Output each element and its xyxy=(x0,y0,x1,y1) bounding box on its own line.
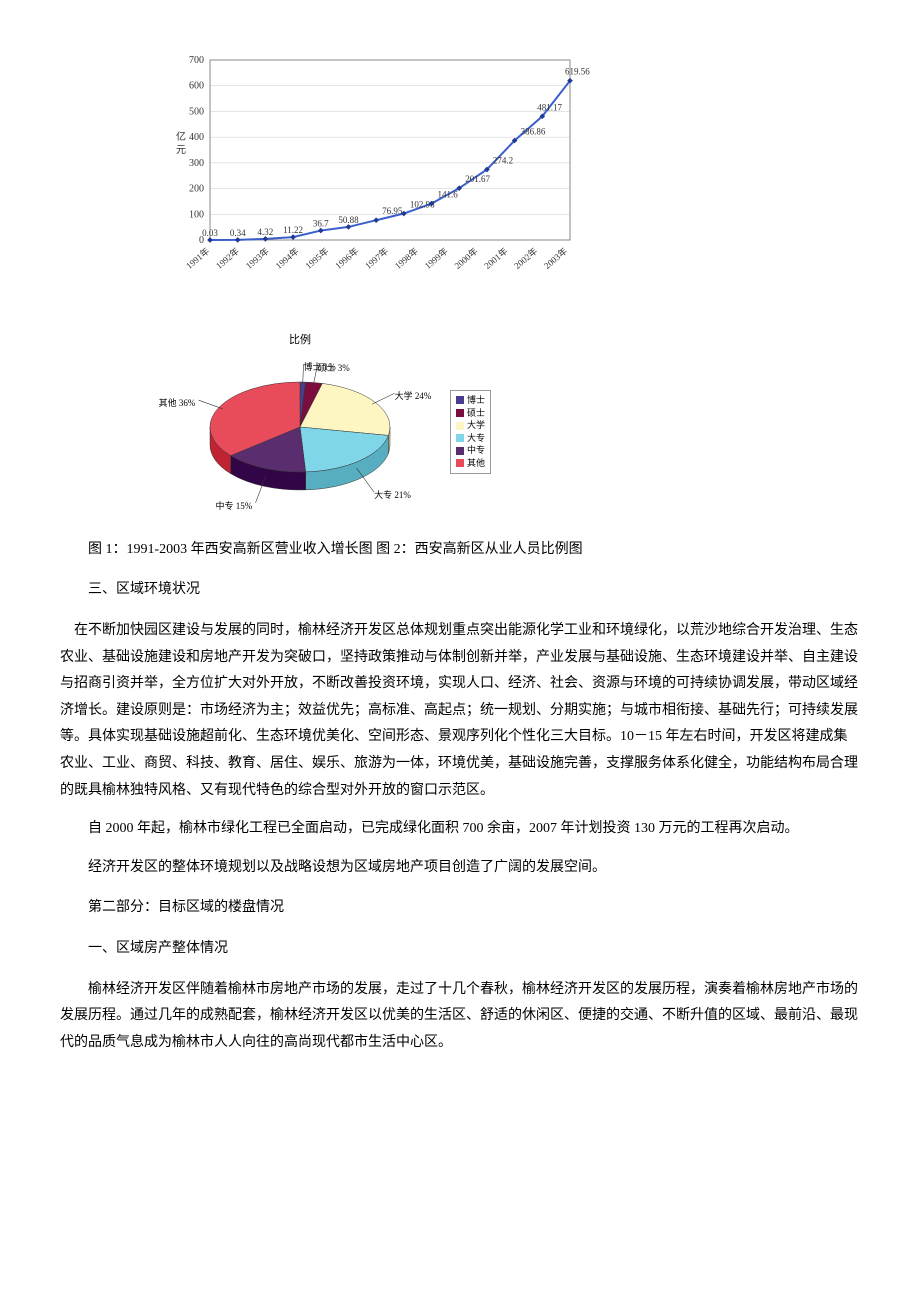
svg-text:4.32: 4.32 xyxy=(258,227,274,237)
svg-text:1996年: 1996年 xyxy=(333,245,361,271)
svg-text:11.22: 11.22 xyxy=(283,225,303,235)
pie-slice-label: 大学 24% xyxy=(395,388,432,405)
legend-item: 中专 xyxy=(456,444,485,457)
pie-slice-label: 其他 36% xyxy=(159,395,196,412)
svg-text:386.86: 386.86 xyxy=(521,127,546,137)
svg-text:元: 元 xyxy=(176,145,186,156)
svg-text:0.03: 0.03 xyxy=(202,228,218,238)
legend-item: 博士 xyxy=(456,394,485,407)
line-chart-container: 0100200300400500600700亿元0.030.344.3211.2… xyxy=(160,50,860,310)
svg-text:100: 100 xyxy=(189,209,204,220)
legend-label: 大学 xyxy=(467,419,485,432)
pie-chart-container: 比例 博士 1%硕士 3%大学 24%大专 21%中专 15%其他 36% 博士… xyxy=(160,330,860,507)
svg-text:50.88: 50.88 xyxy=(338,215,359,225)
svg-text:141.6: 141.6 xyxy=(438,190,459,200)
section-1-title: 一、区域房产整体情况 xyxy=(60,936,860,963)
svg-text:600: 600 xyxy=(189,81,204,92)
svg-text:1997年: 1997年 xyxy=(362,245,390,271)
svg-text:700: 700 xyxy=(189,55,204,66)
env-paragraph: 在不断加快园区建设与发展的同时，榆林经济开发区总体规划重点突出能源化学工业和环境… xyxy=(60,618,860,804)
svg-text:619.56: 619.56 xyxy=(565,67,590,77)
legend-label: 其他 xyxy=(467,457,485,470)
pie-chart xyxy=(160,357,440,507)
svg-text:1993年: 1993年 xyxy=(243,245,271,271)
eco-paragraph: 经济开发区的整体环境规划以及战略设想为区域房地产项目创造了广阔的发展空间。 xyxy=(60,855,860,882)
line-chart: 0100200300400500600700亿元0.030.344.3211.2… xyxy=(160,50,600,310)
legend-label: 博士 xyxy=(467,394,485,407)
svg-text:1994年: 1994年 xyxy=(273,245,301,271)
legend-swatch xyxy=(456,434,464,442)
legend-label: 大专 xyxy=(467,432,485,445)
svg-text:300: 300 xyxy=(189,158,204,169)
legend-swatch xyxy=(456,409,464,417)
svg-text:1995年: 1995年 xyxy=(303,245,331,271)
svg-text:1998年: 1998年 xyxy=(392,245,420,271)
pie-chart-title: 比例 xyxy=(160,330,440,351)
legend-label: 中专 xyxy=(467,444,485,457)
svg-text:0.34: 0.34 xyxy=(230,228,246,238)
legend-item: 大学 xyxy=(456,419,485,432)
svg-text:201.67: 201.67 xyxy=(465,174,490,184)
svg-text:76.95: 76.95 xyxy=(382,206,403,216)
svg-text:400: 400 xyxy=(189,132,204,143)
legend-label: 硕士 xyxy=(467,407,485,420)
green-paragraph: 自 2000 年起，榆林市绿化工程已全面启动，已完成绿化面积 700 余亩，20… xyxy=(60,816,860,843)
legend-swatch xyxy=(456,396,464,404)
svg-text:481.17: 481.17 xyxy=(537,102,562,112)
realestate-paragraph: 榆林经济开发区伴随着榆林市房地产市场的发展，走过了十几个春秋，榆林经济开发区的发… xyxy=(60,977,860,1057)
svg-text:亿: 亿 xyxy=(176,130,186,143)
svg-text:2001年: 2001年 xyxy=(482,245,510,271)
svg-text:1991年: 1991年 xyxy=(184,245,212,271)
part2-title: 第二部分：目标区域的楼盘情况 xyxy=(60,895,860,922)
svg-text:2002年: 2002年 xyxy=(512,245,540,271)
svg-text:1999年: 1999年 xyxy=(422,245,450,271)
legend-swatch xyxy=(456,459,464,467)
svg-text:200: 200 xyxy=(189,184,204,195)
figure-caption: 图 1：1991-2003 年西安高新区营业收入增长图 图 2：西安高新区从业人… xyxy=(60,537,860,564)
pie-legend: 博士硕士大学大专中专其他 xyxy=(450,390,491,474)
legend-swatch xyxy=(456,422,464,430)
pie-slice-label: 中专 15% xyxy=(216,498,253,515)
svg-text:274.2: 274.2 xyxy=(493,155,513,165)
legend-item: 其他 xyxy=(456,457,485,470)
svg-text:2003年: 2003年 xyxy=(541,245,569,271)
legend-swatch xyxy=(456,447,464,455)
legend-item: 大专 xyxy=(456,432,485,445)
pie-slice-label: 大专 21% xyxy=(374,487,411,504)
legend-item: 硕士 xyxy=(456,407,485,420)
svg-text:1992年: 1992年 xyxy=(213,245,241,271)
section-3-title: 三、区域环境状况 xyxy=(60,577,860,604)
pie-slice-label: 硕士 3% xyxy=(318,360,350,377)
svg-text:2000年: 2000年 xyxy=(452,245,480,271)
svg-text:36.7: 36.7 xyxy=(313,219,329,229)
svg-text:500: 500 xyxy=(189,106,204,117)
